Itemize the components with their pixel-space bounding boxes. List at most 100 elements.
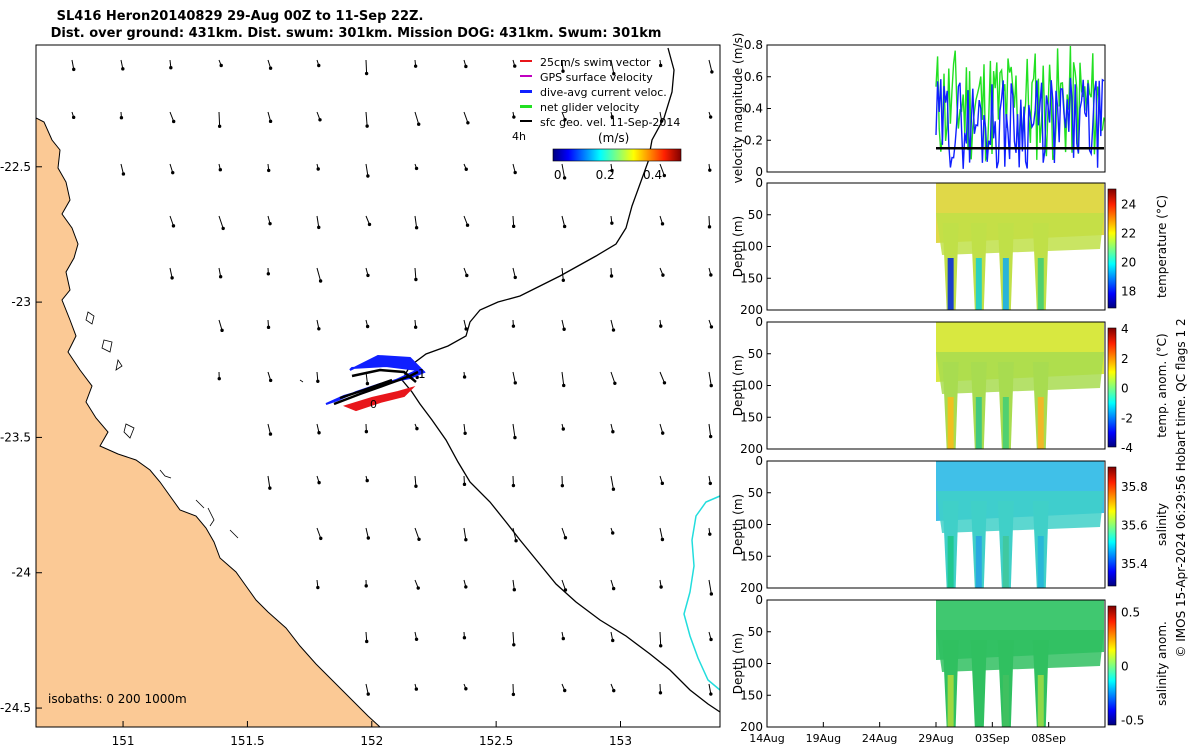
geo-arrow-head: [365, 381, 370, 386]
geo-arrow-head: [562, 383, 566, 388]
geo-arrow-head: [561, 278, 566, 282]
time-tick-label: 19Aug: [806, 732, 841, 745]
geo-arrow-head: [365, 478, 369, 483]
geo-arrow: [708, 215, 710, 227]
geo-arrow-head: [611, 328, 616, 332]
current-vectors-cluster: [325, 354, 426, 405]
geo-arrow-head: [72, 67, 76, 72]
geo-arrow-head: [613, 381, 617, 386]
temp_anom-colorbar-tick: -2: [1121, 411, 1133, 425]
geo-arrow-head: [512, 643, 516, 647]
sal_anom-ytick-label: 0: [755, 593, 763, 607]
time-tick-label: 03Sep: [975, 732, 1010, 745]
geo-arrow: [708, 579, 712, 595]
geo-arrow-head: [267, 168, 271, 173]
geo-arrow-head: [366, 174, 370, 178]
geo-arrow-head: [658, 691, 663, 695]
geo-arrow-head: [658, 63, 663, 68]
geo-arrow-head: [709, 383, 713, 388]
geo-arrow-head: [366, 536, 371, 540]
geo-arrow-head: [660, 222, 665, 226]
series-current-velocity: [935, 77, 1105, 169]
sal_anom-mid-layer: [936, 630, 1104, 672]
temp_anom-colorbar-tick: -4: [1121, 441, 1133, 455]
geo-arrow-head: [466, 121, 470, 125]
temp_anom-dive-core: [1037, 397, 1044, 449]
isobath-1000m: [401, 47, 720, 713]
geo-arrow-head: [513, 435, 517, 440]
temp_anom-colorbar-tick: 0: [1121, 382, 1129, 396]
geo-arrow-head: [268, 119, 273, 124]
salinity-colorbar-tick: 35.8: [1121, 480, 1148, 494]
geo-arrow: [316, 267, 322, 282]
temp_anom-dive-core: [1002, 397, 1009, 449]
sal_anom-dive-core: [975, 675, 982, 727]
temperature-ytick-label: 200: [740, 303, 763, 317]
geo-arrow-head: [708, 115, 713, 119]
temp_anom-colorbar-tick: 4: [1121, 322, 1129, 336]
velocity-ytick-label: 0.6: [744, 70, 763, 84]
legend-label-swim: 25cm/s swim vector: [540, 56, 651, 69]
geo-arrow: [659, 371, 665, 383]
legend-label-gps: GPS surface velocity: [540, 71, 653, 84]
geo-arrow-head: [266, 272, 271, 276]
map-ytick-label: -24: [11, 566, 31, 580]
geo-arrow-head: [611, 430, 615, 434]
temperature-colorbar-label: temperature (°C): [1155, 195, 1169, 298]
geo-arrow-head: [709, 325, 714, 329]
geo-arrow: [463, 111, 469, 123]
geo-arrow: [316, 527, 322, 539]
geo-arrow-head: [610, 168, 614, 173]
geo-arrow-head: [661, 431, 665, 435]
geo-arrow-head: [560, 483, 565, 488]
geo-arrow-head: [660, 537, 665, 542]
temp_anom-dive-core: [975, 397, 982, 449]
interval-label: 4h: [512, 130, 526, 143]
geo-arrow-head: [659, 324, 663, 328]
geo-arrow-head: [659, 585, 663, 589]
geo-arrow-head: [217, 124, 222, 129]
sal_anom-ytick-label: 100: [740, 657, 763, 671]
geo-arrow-head: [121, 67, 125, 71]
swim-vectors-cluster: [342, 385, 416, 412]
velocity-ytick-label: 0: [755, 165, 763, 179]
track-line: [333, 368, 419, 406]
geo-arrow-head: [413, 325, 418, 329]
temperature-ytick-label: 0: [755, 176, 763, 190]
salinity-ytick-label: 0: [755, 454, 763, 468]
geo-arrow-head: [661, 273, 665, 277]
geo-arrow-head: [562, 327, 566, 331]
temperature-ytick-label: 150: [740, 271, 763, 285]
geo-arrow-head: [462, 482, 467, 487]
salinity-dive-core: [1002, 536, 1009, 588]
geo-arrow-head: [171, 170, 175, 175]
temperature-dive-core: [975, 258, 982, 310]
map-panel: 1 0 25cm/s swim vector GPS surface veloc…: [0, 44, 721, 748]
track-marker-end: 0: [370, 398, 377, 411]
geo-arrow-head: [220, 328, 224, 333]
geo-arrow-head: [268, 432, 273, 436]
salinity-colorbar-label: salinity: [1155, 503, 1169, 546]
geo-arrow-head: [511, 692, 516, 697]
geo-arrow: [610, 59, 615, 74]
salinity-dive-core: [975, 536, 982, 588]
geo-arrow: [561, 579, 566, 591]
geo-arrow-head: [561, 69, 565, 73]
map-xtick-label: 152: [360, 734, 383, 748]
velocity-colorbar: [552, 148, 682, 162]
geo-arrow: [218, 215, 224, 229]
temperature-colorbar-tick: 18: [1121, 285, 1136, 299]
geo-arrow: [708, 423, 712, 437]
geo-arrow: [267, 475, 271, 489]
geo-arrow-head: [511, 324, 516, 328]
map-frame: [35, 44, 721, 728]
geo-arrow: [218, 319, 223, 331]
panel-temp_anom: 0 50 100 150 200 Depth (m) 4 2 0 -2 -4 temp. anom. …: [731, 315, 1169, 456]
geo-arrow-head: [512, 587, 517, 592]
temp_anom-ytick-label: 100: [740, 379, 763, 393]
temp_anom-dive-core: [947, 397, 954, 449]
map-xtick-label: 151: [112, 734, 135, 748]
salinity-dive-core: [1037, 536, 1044, 588]
geo-arrow-head: [513, 170, 517, 175]
geo-arrow-head: [413, 64, 418, 68]
